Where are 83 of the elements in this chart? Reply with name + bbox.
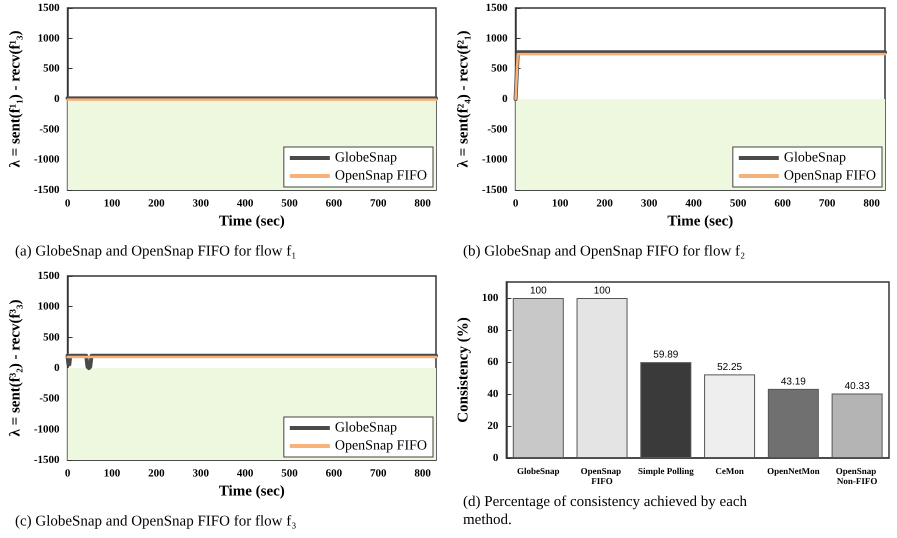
x-tick-label: CeMon: [715, 466, 744, 476]
x-axis-title: Time (sec): [218, 483, 285, 500]
text: (b) GlobeSnap and OpenSnap FIFO for flow f₂: [463, 244, 746, 260]
y-tick-label: -1500: [34, 184, 60, 196]
x-tick-label: 100: [552, 198, 569, 210]
x-tick-label: OpenSnap FIFO: [580, 466, 624, 486]
y-tick-label: -500: [487, 123, 508, 136]
legend-label: GlobeSnap: [334, 150, 398, 166]
y-tick-label: 1500: [38, 2, 60, 14]
data-label: 43.19: [780, 376, 806, 388]
x-tick-label: 400: [236, 468, 254, 480]
x-tick-label: 300: [192, 198, 210, 210]
data-label: 59.89: [653, 350, 679, 361]
x-tick-label: 500: [730, 198, 747, 210]
y-tick-label: 500: [43, 331, 60, 344]
y-tick-label: 0: [492, 452, 499, 464]
x-tick-label: 800: [414, 198, 432, 210]
y-tick-label: -500: [39, 392, 60, 405]
y-tick-label: 1500: [486, 2, 508, 14]
x-tick-label: 300: [192, 468, 210, 480]
x-tick-label: 700: [370, 198, 388, 210]
x-tick-label: 200: [148, 198, 166, 210]
y-tick-label: -1500: [482, 184, 508, 196]
y-tick-label: 60: [487, 356, 499, 368]
data-label: 100: [530, 286, 548, 296]
y-tick-label: 1500: [38, 270, 60, 282]
x-tick-label: 0: [512, 198, 519, 210]
y-tick-label: 500: [491, 62, 508, 75]
x-tick-label: 0: [64, 198, 71, 210]
y-tick-label: 20: [487, 420, 499, 432]
y-tick-label: 0: [54, 362, 60, 374]
x-tick-label: 700: [370, 468, 388, 480]
data-label: 40.33: [844, 380, 870, 392]
y-tick-label: 1000: [486, 32, 508, 44]
x-tick-label: 400: [685, 198, 702, 210]
x-tick-label: 500: [281, 198, 298, 210]
y-tick-label: 100: [482, 292, 499, 304]
y-tick-label: -500: [39, 123, 60, 136]
x-tick-label: 600: [326, 198, 343, 210]
y-tick-label: 1000: [38, 32, 60, 44]
y-tick-label: 1000: [38, 300, 60, 313]
x-tick-label: GlobeSnap: [517, 466, 560, 476]
y-tick-label: 0: [54, 93, 60, 105]
x-tick-label: 700: [818, 198, 836, 210]
text: (d) Percentage of consistency achieved by each method.: [463, 494, 748, 528]
y-axis-title: λ = sent(f²₄) - recv(f²₁): [456, 30, 472, 168]
x-tick-label: 400: [236, 198, 254, 210]
x-tick-label: 100: [104, 198, 121, 210]
y-axis-title: Consistency (%): [456, 317, 472, 423]
data-label: 100: [594, 286, 611, 296]
y-axis-title: λ = sent(f³₂) - recv(f³₃): [8, 300, 24, 436]
x-tick-label: Simple Polling: [638, 466, 694, 476]
text: (a) GlobeSnap and OpenSnap FIFO for flow f₁: [15, 244, 296, 260]
legend-label: GlobeSnap: [334, 420, 398, 436]
legend-label: GlobeSnap: [784, 150, 846, 166]
x-tick-label: OpenNetMon: [767, 466, 820, 476]
x-axis-title: Time (sec): [218, 213, 285, 230]
x-tick-label: 600: [326, 468, 343, 480]
x-tick-label: 300: [640, 198, 658, 210]
x-tick-label: 600: [774, 198, 792, 210]
legend-label: OpenSnap FIFO: [334, 168, 428, 184]
y-tick-label: -1500: [34, 454, 60, 466]
x-tick-label: 500: [281, 468, 298, 480]
y-tick-label: -1000: [482, 154, 508, 166]
y-axis-title: λ = sent(f¹₁) - recv(f¹₃): [8, 30, 24, 168]
x-tick-label: 0: [64, 468, 71, 480]
x-tick-label: 800: [863, 198, 880, 210]
x-axis-title: Time (sec): [667, 213, 734, 230]
text: (c) GlobeSnap and OpenSnap FIFO for flow f₃: [15, 514, 296, 530]
x-tick-label: 800: [414, 468, 432, 480]
y-tick-label: 0: [502, 93, 508, 105]
y-tick-label: -1000: [34, 154, 60, 166]
y-tick-label: 80: [487, 324, 499, 336]
x-tick-label: OpenSnap Non-FIFO: [836, 466, 879, 486]
y-tick-label: 500: [43, 62, 60, 75]
x-tick-label: 200: [148, 468, 166, 480]
y-tick-label: -1000: [34, 423, 60, 436]
x-tick-label: 100: [104, 468, 121, 480]
x-tick-label: 200: [596, 198, 614, 210]
data-label: 52.25: [717, 362, 743, 373]
legend-label: OpenSnap FIFO: [334, 438, 428, 454]
legend-label: OpenSnap FIFO: [784, 168, 876, 184]
y-tick-label: 40: [487, 388, 499, 400]
